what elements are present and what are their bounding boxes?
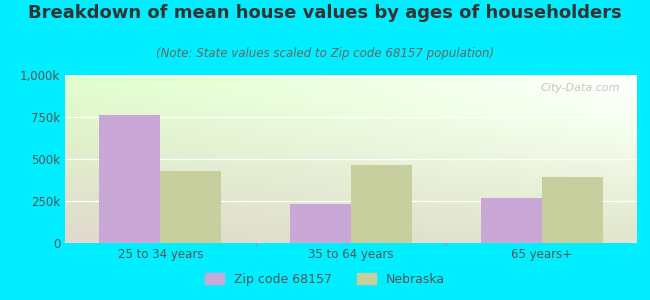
Bar — [290, 204, 351, 243]
Bar — [99, 115, 161, 243]
Text: (Note: State values scaled to Zip code 68157 population): (Note: State values scaled to Zip code 6… — [156, 46, 494, 59]
Text: City-Data.com: City-Data.com — [540, 83, 620, 93]
Text: Breakdown of mean house values by ages of householders: Breakdown of mean house values by ages o… — [28, 4, 622, 22]
Bar — [480, 199, 541, 243]
Bar — [161, 171, 222, 243]
Bar — [351, 165, 412, 243]
Legend: Zip code 68157, Nebraska: Zip code 68157, Nebraska — [200, 268, 450, 291]
Bar — [541, 178, 603, 243]
